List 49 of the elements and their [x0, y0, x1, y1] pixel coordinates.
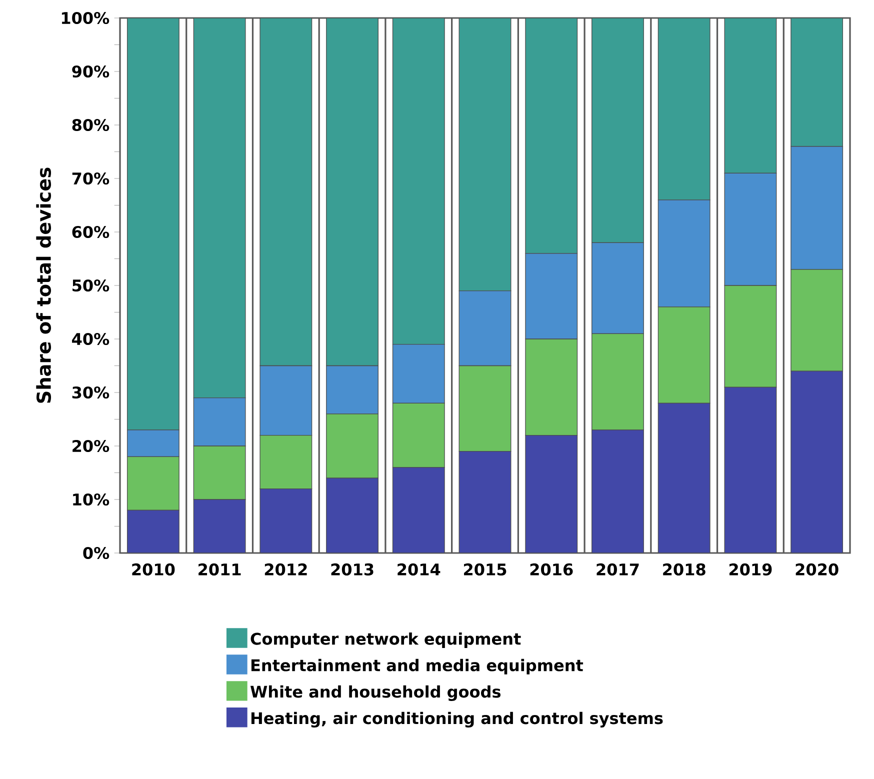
- x-tick-label: 2012: [264, 563, 307, 576]
- x-tick-label: 2014: [398, 563, 440, 576]
- bar: [459, 451, 511, 553]
- x-tick-label: 2011: [198, 563, 241, 576]
- bar: [127, 510, 180, 553]
- legend-label: White and household goods: [250, 685, 501, 701]
- bar: [790, 370, 844, 553]
- bar: [260, 488, 312, 553]
- x-tick-label: 2019: [729, 563, 772, 576]
- bar: [458, 18, 512, 292]
- x-tick-label: 2020: [796, 563, 838, 576]
- bar: [724, 387, 776, 553]
- y-tick-label: 70%: [72, 172, 110, 185]
- bar: [724, 18, 777, 174]
- y-axis-title: Share of total devices: [36, 168, 52, 403]
- y-tick-label: 90%: [72, 65, 110, 78]
- x-tick-label: 2013: [331, 563, 374, 576]
- y-tick-label: 60%: [72, 226, 110, 238]
- legend-label: Computer network equipment: [250, 632, 521, 648]
- bar: [525, 18, 578, 254]
- y-tick-label: 0%: [83, 546, 110, 560]
- bar: [658, 18, 710, 200]
- bar: [392, 18, 445, 345]
- x-tick-label: 2016: [530, 563, 573, 576]
- y-tick-label: 50%: [72, 279, 110, 292]
- x-tick-label: 2018: [663, 563, 706, 576]
- bar: [658, 403, 710, 553]
- bar: [392, 467, 445, 553]
- bar: [260, 18, 312, 366]
- legend-label: Heating, air conditioning and control systems: [251, 712, 663, 728]
- legend-label: Entertainment and media equipment: [251, 658, 584, 674]
- bar: [592, 430, 644, 553]
- bar: [790, 18, 844, 147]
- y-tick-label: 100%: [62, 12, 110, 24]
- y-tick-label: 20%: [72, 440, 110, 452]
- x-tick-label: 2015: [464, 563, 506, 576]
- bar: [592, 18, 644, 244]
- bar: [193, 18, 246, 398]
- bar: [126, 18, 180, 430]
- bar: [326, 478, 378, 553]
- y-tick-label: 10%: [73, 493, 110, 506]
- bar: [326, 18, 378, 366]
- y-tick-label: 30%: [72, 386, 110, 399]
- x-tick-label: 2017: [596, 563, 639, 576]
- x-tick-label: 2010: [132, 563, 175, 576]
- bar: [525, 435, 578, 553]
- bar: [194, 500, 246, 553]
- y-tick-label: 40%: [72, 332, 110, 346]
- y-tick-label: 80%: [72, 118, 110, 132]
